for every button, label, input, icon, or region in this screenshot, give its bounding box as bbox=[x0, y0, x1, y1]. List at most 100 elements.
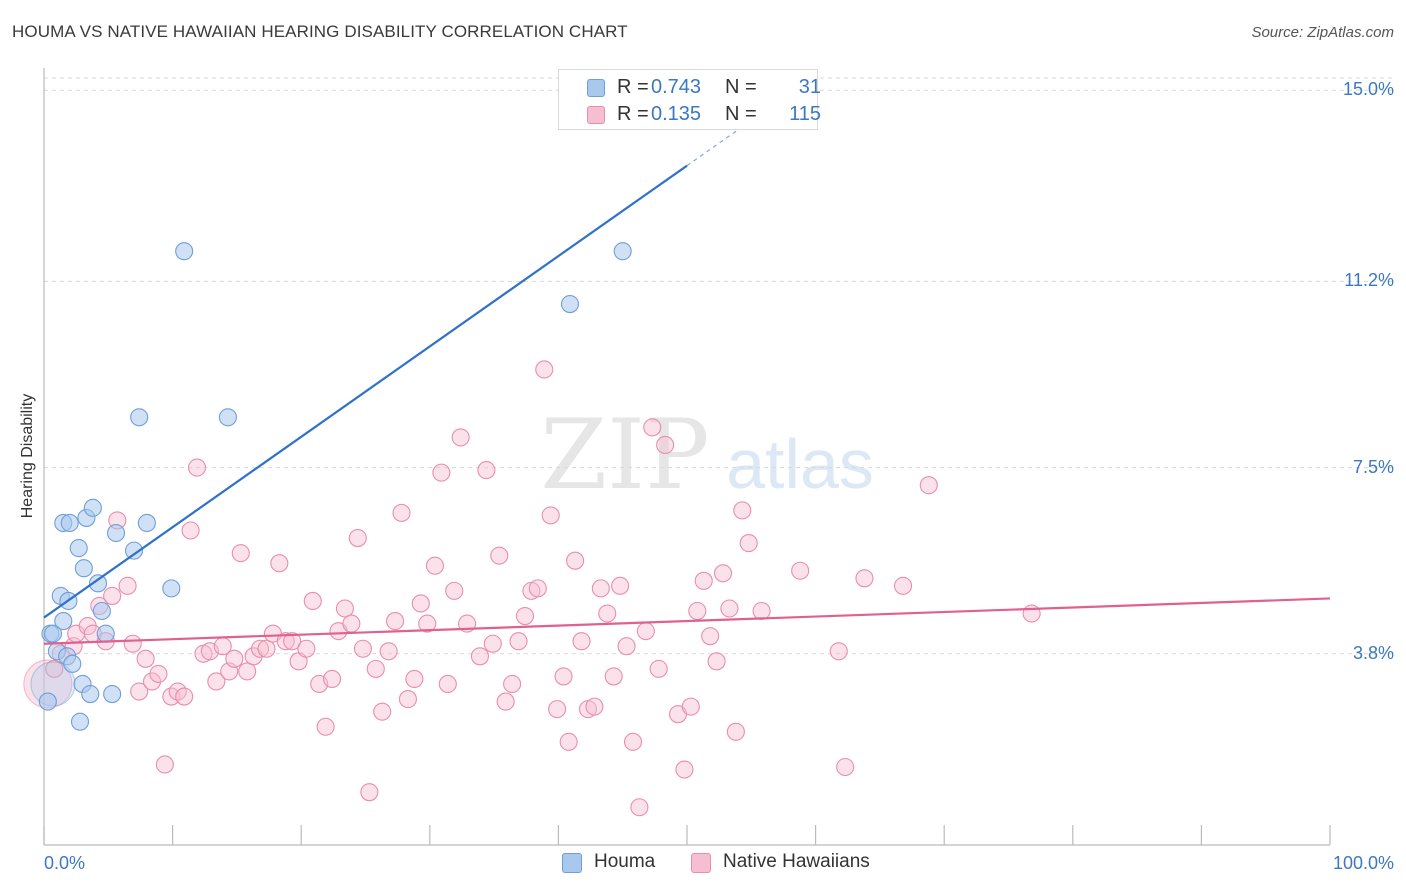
native-hawaiians-point bbox=[829, 642, 848, 661]
native-hawaiians-point bbox=[554, 667, 573, 686]
native-hawaiians-trend-line bbox=[43, 597, 1331, 645]
native-hawaiians-point bbox=[323, 669, 342, 688]
native-hawaiians-point bbox=[688, 601, 707, 621]
native-hawaiians-point bbox=[1022, 604, 1041, 623]
native-hawaiians-point bbox=[566, 551, 585, 570]
watermark: ZIP atlas bbox=[540, 399, 874, 511]
legend-native-hawaiians: Native Hawaiians bbox=[691, 851, 891, 877]
native-hawaiians-point bbox=[836, 757, 855, 777]
n-label: N = bbox=[725, 103, 757, 125]
native-hawaiians-point bbox=[405, 669, 424, 688]
houma-point bbox=[137, 513, 156, 532]
native-hawaiians-points bbox=[23, 360, 1041, 817]
houma-point bbox=[54, 612, 73, 631]
native-hawaiians-point bbox=[470, 647, 490, 666]
native-hawaiians-point bbox=[373, 702, 392, 721]
houma-point bbox=[162, 579, 181, 598]
native-hawaiians-point bbox=[707, 652, 726, 671]
y-tick-label-0: 3.8% bbox=[1352, 642, 1394, 663]
houma-point bbox=[81, 684, 100, 704]
native-hawaiians-point bbox=[490, 546, 509, 565]
native-hawaiians-point bbox=[149, 664, 168, 683]
r-label: R = bbox=[617, 76, 649, 98]
r-value: 0.135 bbox=[651, 103, 702, 125]
native-hawaiians-point bbox=[656, 435, 675, 455]
native-hawaiians-point bbox=[681, 697, 700, 716]
legend-houma-label: Houma bbox=[594, 851, 656, 872]
stats-legend: R = 0.743 N = 31 R = 0.135 N = 115 bbox=[558, 69, 821, 130]
native-hawaiians-point bbox=[445, 581, 464, 600]
native-hawaiians-point bbox=[250, 639, 270, 658]
legend-houma: Houma bbox=[562, 851, 672, 877]
native-hawaiians-point bbox=[136, 649, 155, 668]
native-hawaiians-point bbox=[432, 463, 451, 482]
native-hawaiians-point bbox=[103, 586, 122, 605]
y-tick-label-2: 11.2% bbox=[1344, 270, 1394, 291]
houma-point bbox=[63, 654, 82, 673]
native-hawaiians-point bbox=[142, 672, 162, 691]
native-hawaiians-point bbox=[392, 503, 411, 522]
houma-point bbox=[70, 712, 90, 731]
native-hawaiians-point bbox=[207, 672, 226, 691]
y-tick-label-3: 15.0% bbox=[1342, 79, 1394, 100]
houma-point bbox=[38, 692, 57, 711]
native-hawaiians-point bbox=[181, 521, 200, 540]
native-hawaiians-point bbox=[425, 556, 444, 575]
n-value: 115 bbox=[789, 103, 821, 125]
native-hawaiians-point bbox=[713, 564, 733, 583]
native-hawaiians-point bbox=[123, 634, 142, 653]
source-credit: Source: ZipAtlas.com bbox=[1251, 24, 1394, 41]
native-hawaiians-point bbox=[855, 569, 874, 588]
native-hawaiians-point bbox=[45, 659, 64, 678]
native-hawaiians-point bbox=[604, 667, 623, 686]
native-hawaiians-point bbox=[270, 554, 289, 573]
native-hawaiians-point bbox=[701, 627, 720, 646]
native-hawaiians-point bbox=[335, 599, 354, 618]
houma-point bbox=[103, 684, 122, 704]
native-hawaiians-point bbox=[386, 612, 405, 631]
native-hawaiians-point bbox=[175, 687, 194, 706]
native-hawaiians-point bbox=[187, 458, 207, 477]
native-hawaiians-point bbox=[919, 476, 938, 495]
houma-point bbox=[175, 242, 194, 261]
houma-swatch bbox=[587, 79, 605, 97]
native-hawaiians-point bbox=[411, 594, 430, 613]
native-hawaiians-point bbox=[496, 692, 515, 711]
native-hawaiians-point bbox=[503, 674, 522, 694]
native-hawaiians-point bbox=[353, 639, 372, 658]
native-hawaiians-point bbox=[477, 461, 496, 480]
native-hawaiians-point bbox=[451, 428, 470, 447]
native-hawaiians-point bbox=[598, 604, 617, 623]
trend-lines bbox=[43, 129, 1331, 645]
native-hawaiians-point bbox=[636, 622, 655, 641]
houma-point bbox=[130, 408, 149, 427]
native-hawaiians-point bbox=[752, 601, 771, 621]
r-label: R = bbox=[617, 103, 649, 125]
r-value: 0.743 bbox=[651, 76, 702, 98]
native-hawaiians-point bbox=[276, 632, 295, 651]
legend-native-label: Native Hawaiians bbox=[723, 851, 870, 872]
houma-trend-line bbox=[43, 164, 688, 619]
native-hawaiians-point bbox=[893, 576, 913, 595]
native-hawaiians-point bbox=[623, 732, 643, 751]
native-hawaiians-point bbox=[548, 700, 567, 719]
houma-point bbox=[124, 541, 144, 560]
native-hawaiians-point bbox=[360, 783, 379, 802]
native-hawaiians-point bbox=[342, 614, 361, 633]
native-hawaiians-point bbox=[643, 418, 662, 437]
houma-trend-extension bbox=[686, 129, 739, 167]
native-hawaiians-point bbox=[379, 642, 398, 661]
x-tick-min: 0.0% bbox=[44, 853, 86, 873]
native-hawaiians-point bbox=[739, 534, 758, 553]
houma-point bbox=[96, 624, 115, 643]
houma-point bbox=[92, 601, 111, 621]
native-hawaiians-point bbox=[585, 697, 604, 716]
native-hawaiians-point bbox=[438, 674, 457, 694]
native-hawaiians-point bbox=[118, 576, 137, 595]
native-hawaiians-swatch bbox=[587, 106, 605, 124]
native-hawaiians-point bbox=[225, 649, 244, 668]
native-hawaiians-point bbox=[283, 632, 302, 651]
houma-point bbox=[83, 498, 102, 517]
native-hawaiians-point bbox=[348, 528, 367, 548]
native-hawaiians-swatch bbox=[691, 853, 711, 873]
